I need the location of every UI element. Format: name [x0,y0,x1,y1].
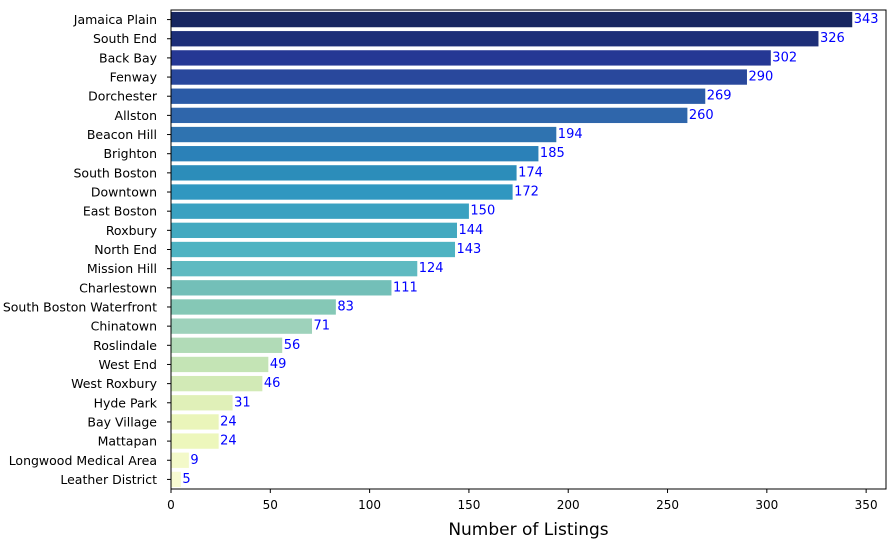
category-label: Fenway [110,70,158,85]
bar [171,433,219,449]
category-label: South Boston Waterfront [3,299,157,314]
category-label: Dorchester [88,89,158,104]
bar [171,69,747,85]
data-label: 260 [689,108,714,123]
bar [171,241,456,258]
category-label: West End [99,357,157,372]
data-label: 143 [457,242,482,257]
data-label: 124 [419,261,444,276]
bar [171,107,688,124]
data-label: 290 [748,70,773,85]
data-label: 31 [234,395,251,410]
data-label: 174 [518,165,543,180]
category-label: South Boston [73,165,157,180]
data-label: 83 [337,299,354,314]
data-label: 302 [772,50,797,65]
data-label: 194 [558,127,583,142]
plot-frame [170,9,887,490]
category-label: Charlestown [79,280,157,295]
category-label: Allston [115,108,157,123]
x-axis-ticks: 0 50 100 150 200 250 300 350 [167,19,878,512]
data-label: 144 [459,223,484,238]
data-label: 24 [220,434,237,449]
category-label: North End [94,242,157,257]
bar [171,318,313,334]
category-label: East Boston [83,204,157,219]
data-label: 71 [314,319,331,334]
data-labels: 343 326 302 290 269 260 194 185 174 172 150 144 143 1… [182,12,878,487]
category-label: Roxbury [106,223,158,238]
bar [171,395,233,411]
bar [171,88,706,104]
x-axis-title: Number of Listings [448,520,608,540]
category-label: Mattapan [98,434,157,449]
data-label: 185 [540,146,565,161]
data-label: 172 [514,185,539,200]
bar [171,452,189,468]
data-label: 46 [264,376,281,391]
bar [171,299,336,315]
bar [171,414,219,430]
category-label: Downtown [91,185,157,200]
category-label: Leather District [60,472,157,487]
x-tick-label: 0 [167,498,175,512]
bar [171,356,269,373]
category-label: Beacon Hill [87,127,157,142]
data-label: 269 [707,89,732,104]
bar [171,203,469,219]
category-label: Longwood Medical Area [9,453,157,468]
bar [171,11,853,28]
data-label: 343 [854,12,879,27]
category-labels: Jamaica Plain South End Back Bay Fenway Dorc… [3,12,158,487]
category-label: Mission Hill [87,261,157,276]
x-tick-label: 300 [755,498,778,512]
category-label: South End [93,31,157,46]
x-tick-label: 150 [457,498,480,512]
data-label: 5 [182,472,190,487]
bar [171,50,771,66]
data-label: 326 [820,31,845,46]
x-tick-label: 50 [263,498,278,512]
data-label: 56 [284,338,301,353]
data-label: 111 [393,280,418,295]
category-label: Hyde Park [94,395,158,410]
category-label: West Roxbury [71,376,157,391]
data-label: 9 [190,453,198,468]
category-label: Back Bay [99,50,158,65]
bar [171,222,457,239]
category-label: Bay Village [87,414,157,429]
category-label: Brighton [103,146,157,161]
bar [171,126,557,143]
data-label: 49 [270,357,287,372]
bar [171,260,418,277]
bar [171,31,819,47]
bar [171,375,263,392]
bar [171,184,513,200]
category-label: Jamaica Plain [73,12,157,27]
bars-layer [171,11,853,488]
x-tick-label: 250 [656,498,679,512]
x-tick-label: 200 [557,498,580,512]
bar [171,337,283,353]
data-label: 150 [470,204,495,219]
bar [171,471,181,488]
x-tick-label: 350 [855,498,878,512]
bar [171,165,517,181]
x-tick-label: 100 [358,498,381,512]
bar [171,146,539,162]
data-label: 24 [220,414,237,429]
category-label: Chinatown [91,319,157,334]
category-label: Roslindale [93,338,157,353]
bar [171,280,392,296]
